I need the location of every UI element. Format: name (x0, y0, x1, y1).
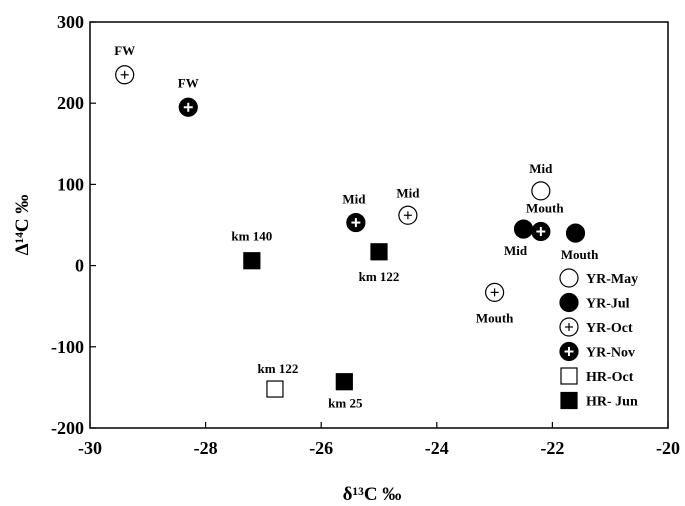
data-point (115, 65, 135, 85)
legend-marker (559, 317, 579, 337)
legend-marker (559, 292, 579, 313)
point-label: FW (178, 75, 199, 90)
point-label: km 25 (328, 396, 363, 411)
point-label: km 122 (258, 361, 299, 376)
point-label: Mid (504, 243, 528, 258)
annotations-group: Mid Mid Mouth FW Mid Mouth FW Mid Mouth km 122 km … (114, 43, 599, 411)
data-point (513, 219, 534, 239)
point-label: Mouth (561, 247, 599, 262)
legend-label: YR-Oct (586, 321, 633, 336)
x-tick-label: -20 (656, 438, 680, 458)
data-point (531, 181, 551, 201)
axes-group: -30 -28 -26 -24 -22 -20 -200 -100 0 100 200 300 (51, 12, 680, 458)
plot-frame (89, 21, 669, 429)
y-tick-label: 300 (57, 12, 84, 32)
x-tick-label: -26 (309, 438, 333, 458)
x-tick-label: -30 (78, 438, 102, 458)
x-tick-label: -28 (194, 438, 218, 458)
legend-label: YR-May (586, 272, 638, 287)
legend-marker (560, 391, 578, 410)
data-point (243, 252, 261, 270)
y-tick-label: -200 (51, 418, 84, 438)
data-point (266, 380, 284, 398)
data-point (485, 282, 505, 302)
y-tick-label: 0 (75, 256, 84, 276)
legend-label: YR-Jul (586, 297, 630, 312)
point-label: FW (114, 43, 135, 58)
point-label: Mouth (526, 200, 564, 215)
legend: YR-May YR-Jul YR-Oct YR-Nov HR-Oct HR- Jun (559, 268, 638, 410)
legend-marker (559, 341, 579, 362)
y-axis-label: Δ¹⁴C ‰ (12, 195, 33, 256)
x-tick-label: -24 (425, 438, 449, 458)
data-point (398, 205, 418, 225)
legend-marker (560, 367, 578, 385)
x-axis-label: δ¹³C ‰ (343, 484, 402, 505)
point-label: km 122 (359, 269, 400, 284)
x-tick-label: -22 (540, 438, 564, 458)
legend-label: YR-Nov (586, 346, 635, 361)
point-label: Mouth (476, 310, 514, 325)
point-label: Mid (342, 192, 366, 207)
legend-label: HR-Oct (586, 370, 634, 385)
y-tick-label: -100 (51, 337, 84, 357)
data-point (346, 212, 366, 233)
legend-marker (559, 268, 579, 288)
point-label: Mid (529, 161, 553, 176)
data-point (335, 373, 353, 391)
data-point (370, 243, 388, 261)
data-point (178, 97, 198, 117)
point-label: km 140 (231, 229, 272, 244)
data-point (565, 223, 586, 243)
data-point (531, 221, 551, 242)
y-tick-label: 200 (57, 93, 84, 113)
legend-label: HR- Jun (586, 395, 638, 410)
point-label: Mid (396, 185, 420, 200)
marks-group (115, 65, 586, 398)
y-tick-label: 100 (57, 174, 84, 194)
